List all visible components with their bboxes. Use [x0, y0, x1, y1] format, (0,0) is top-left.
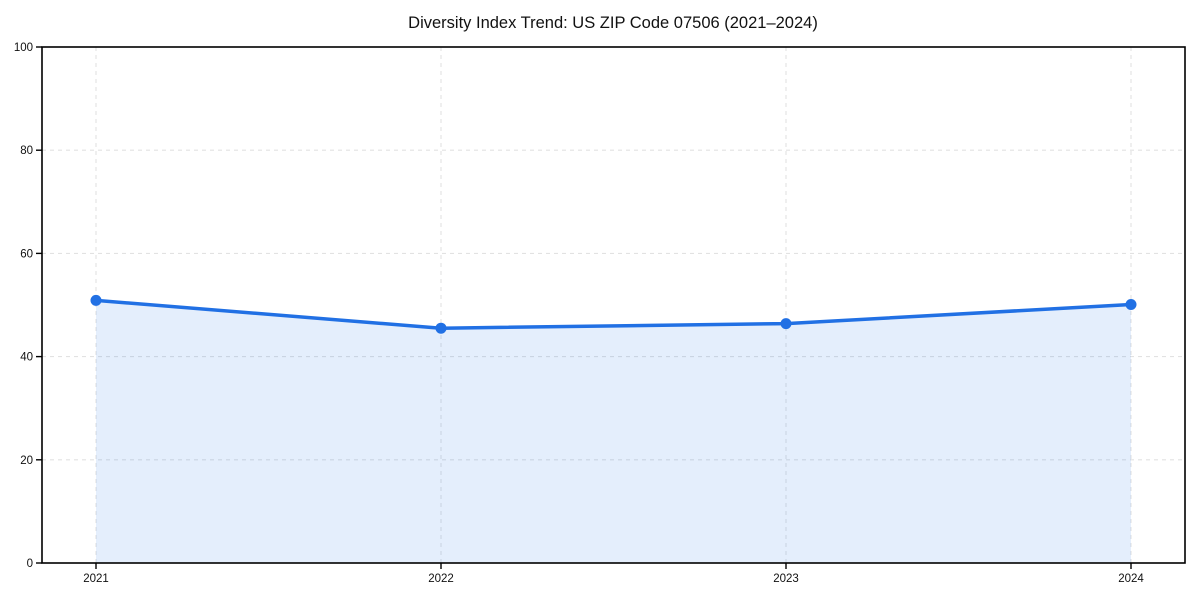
y-tick-label: 100: [14, 42, 33, 54]
x-tick-label: 2024: [1118, 573, 1144, 585]
y-tick-label: 40: [20, 352, 33, 364]
plot-border: [41, 46, 1186, 564]
trend-line: [94, 298, 1133, 330]
x-tick-label: 2023: [773, 573, 799, 585]
data-markers: [90, 294, 1137, 334]
y-tick-label: 60: [20, 248, 33, 260]
y-axis-ticks: 0 20 40 60 80 100: [14, 42, 42, 570]
y-tick-label: 0: [27, 558, 33, 570]
data-point-2023: [780, 318, 792, 330]
data-point-2024: [1125, 299, 1137, 310]
chart-title: Diversity Index Trend: US ZIP Code 07506…: [408, 14, 818, 32]
data-point-2022: [435, 322, 447, 334]
area-fill: [96, 300, 1131, 563]
y-tick-label: 20: [20, 455, 33, 467]
x-axis-ticks: 2021 2022 2023 2024: [83, 563, 1144, 585]
x-tick-label: 2022: [428, 573, 454, 585]
data-point-2021: [90, 294, 102, 306]
y-tick-label: 80: [20, 145, 33, 157]
x-tick-label: 2021: [83, 573, 109, 585]
